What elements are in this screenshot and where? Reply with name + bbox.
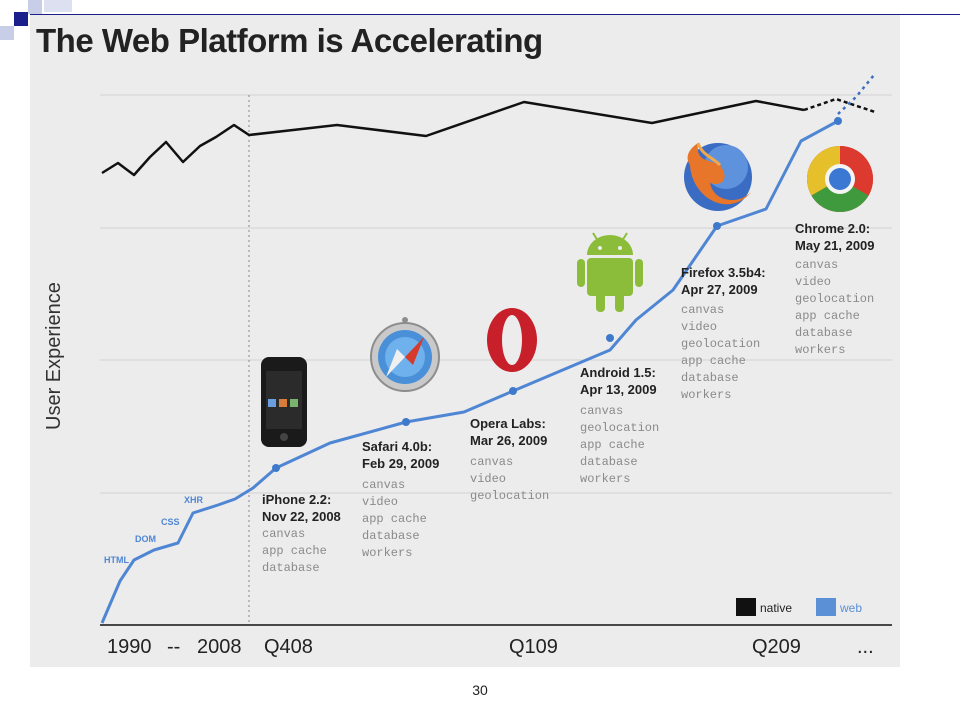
- header-rule: [30, 14, 960, 15]
- feature-label: app cache: [681, 354, 746, 368]
- feature-label: geolocation: [795, 292, 874, 306]
- feature-label: canvas: [580, 404, 623, 418]
- x-tick-label: 1990: [107, 636, 152, 658]
- browser-date: Mar 26, 2009: [470, 433, 547, 448]
- legend-label-web: web: [839, 601, 862, 615]
- feature-label: database: [795, 326, 853, 340]
- corner-decoration: [44, 0, 72, 12]
- feature-label: app cache: [795, 309, 860, 323]
- browser-name: Safari 4.0b:: [362, 439, 432, 454]
- legend-label-native: native: [760, 601, 792, 615]
- feature-label: video: [470, 472, 506, 486]
- legend: native web: [736, 598, 862, 616]
- early-label: XHR: [184, 495, 204, 505]
- feature-label: canvas: [795, 258, 838, 272]
- browser-name: Firefox 3.5b4:: [681, 265, 766, 280]
- feature-label: workers: [580, 472, 630, 486]
- x-tick-label: ...: [857, 636, 874, 658]
- x-tick-label: 2008: [197, 636, 242, 658]
- chart: User Experience HTML DOM CSS XHR: [43, 74, 892, 658]
- feature-label: database: [262, 561, 320, 575]
- feature-label: canvas: [681, 303, 724, 317]
- firefox-icon: [684, 142, 752, 211]
- web-point: [402, 418, 410, 426]
- browser-name: Android 1.5:: [580, 365, 656, 380]
- safari-icon: [370, 317, 440, 392]
- feature-label: database: [362, 529, 420, 543]
- feature-label: video: [362, 495, 398, 509]
- browser-name: Chrome 2.0:: [795, 221, 870, 236]
- browser-date: Apr 27, 2009: [681, 282, 758, 297]
- early-label: DOM: [135, 534, 156, 544]
- corner-decoration: [0, 26, 14, 40]
- web-point: [834, 117, 842, 125]
- legend-swatch-native: [736, 598, 756, 616]
- feature-label: app cache: [262, 544, 327, 558]
- chrome-icon: [806, 145, 874, 213]
- feature-label: canvas: [470, 455, 513, 469]
- feature-label: workers: [362, 546, 412, 560]
- browser-date: Nov 22, 2008: [262, 509, 341, 524]
- web-line: [100, 119, 839, 624]
- feature-label: database: [580, 455, 638, 469]
- x-tick-label: Q109: [509, 636, 558, 658]
- web-point: [509, 387, 517, 395]
- feature-label: canvas: [262, 527, 305, 541]
- x-tick-label: --: [167, 636, 180, 658]
- feature-label: app cache: [362, 512, 427, 526]
- corner-decoration: [14, 12, 28, 26]
- android-icon: [577, 232, 643, 312]
- browser-name: Opera Labs:: [470, 416, 546, 431]
- feature-label: database: [681, 371, 739, 385]
- web-point: [713, 222, 721, 230]
- feature-label: workers: [795, 343, 845, 357]
- feature-label: workers: [681, 388, 731, 402]
- early-label: CSS: [161, 517, 180, 527]
- web-point: [272, 464, 280, 472]
- feature-label: canvas: [362, 478, 405, 492]
- browser-date: Apr 13, 2009: [580, 382, 657, 397]
- x-tick-label: Q209: [752, 636, 801, 658]
- native-projection: [837, 74, 875, 115]
- feature-label: video: [681, 320, 717, 334]
- native-line: [101, 99, 805, 177]
- page-number: 30: [472, 682, 488, 698]
- native-projection: [803, 97, 876, 114]
- browser-name: iPhone 2.2:: [262, 492, 331, 507]
- legend-swatch-web: [816, 598, 836, 616]
- opera-icon: [487, 308, 537, 372]
- early-label: HTML: [104, 555, 129, 565]
- browser-date: Feb 29, 2009: [362, 456, 439, 471]
- feature-label: geolocation: [681, 337, 760, 351]
- web-point: [606, 334, 614, 342]
- y-axis-label: User Experience: [43, 282, 65, 430]
- web-points: [272, 117, 842, 472]
- x-tick-label: Q408: [264, 636, 313, 658]
- feature-label: geolocation: [580, 421, 659, 435]
- feature-label: app cache: [580, 438, 645, 452]
- browser-date: May 21, 2009: [795, 238, 875, 253]
- corner-decoration: [28, 0, 42, 14]
- iphone-icon: [261, 357, 307, 447]
- feature-label: geolocation: [470, 489, 549, 503]
- page-title: The Web Platform is Accelerating: [36, 22, 543, 59]
- feature-label: video: [795, 275, 831, 289]
